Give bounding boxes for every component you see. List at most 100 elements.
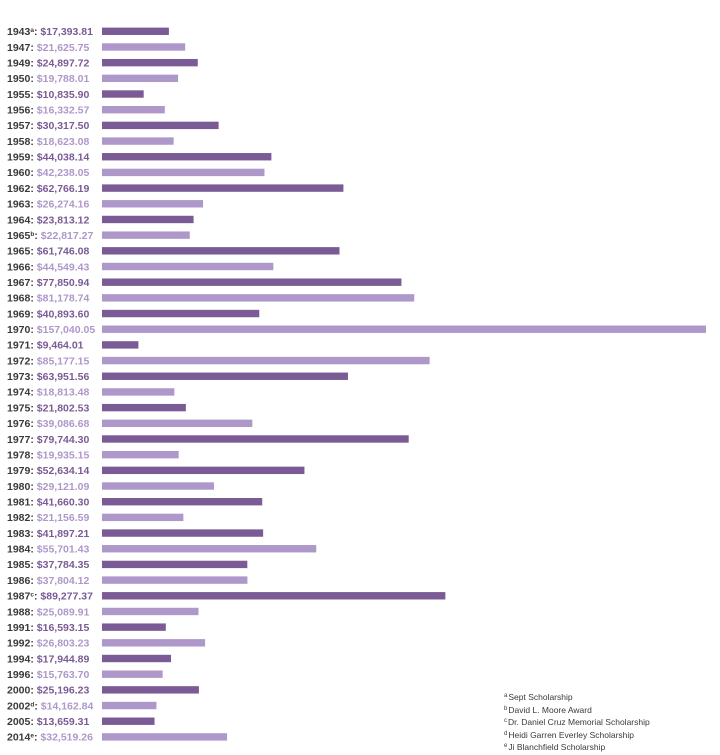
bar-row: 1986: $37,804.12: [7, 575, 248, 587]
amount-label: $19,935.15: [37, 449, 90, 461]
amount-label: $37,804.12: [37, 575, 90, 587]
colon: :: [30, 544, 36, 556]
colon: :: [30, 105, 36, 117]
year-label: 1992: [7, 638, 31, 650]
bar-label: 1976: $39,086.68: [7, 418, 89, 430]
bar: [102, 717, 155, 725]
bar-label: 2005: $13,659.31: [7, 716, 89, 728]
bar-row: 1980: $29,121.09: [7, 481, 214, 493]
colon: :: [30, 418, 36, 430]
amount-label: $61,746.08: [37, 246, 90, 258]
amount-label: $37,784.35: [37, 559, 90, 571]
bar: [102, 200, 204, 208]
bar: [102, 560, 248, 569]
bar-row: 1975: $21,802.53: [7, 402, 186, 414]
bar: [102, 27, 169, 35]
bar-row: 1967: $77,850.94: [7, 277, 402, 289]
bar: [102, 153, 272, 161]
amount-label: $79,744.30: [37, 434, 90, 446]
bar-label: 2002d: $14,162.84: [7, 700, 93, 712]
year-label: 1968: [7, 293, 31, 305]
year-label: 1984: [7, 544, 31, 556]
amount-label: $55,701.43: [37, 544, 90, 556]
legend-mark: d: [504, 730, 508, 737]
bar-row: 1988: $25,089.91: [7, 606, 199, 618]
amount-label: $9,464.01: [37, 340, 84, 352]
amount-label: $15,763.70: [37, 669, 90, 681]
colon: :: [30, 575, 36, 587]
bar-label: 1983: $41,897.21: [7, 528, 89, 540]
legend-text: Sept Scholarship: [508, 692, 573, 702]
bar-label: 1992: $26,803.23: [7, 638, 89, 650]
colon: :: [30, 42, 36, 54]
bar-label: 1956: $16,332.57: [7, 105, 89, 117]
bar: [102, 372, 348, 380]
bar-row: 1962: $62,766.19: [7, 183, 344, 195]
bar-row: 1987c: $89,277.37: [7, 591, 446, 603]
bar-row: 1960: $42,238.05: [7, 167, 265, 179]
amount-label: $42,238.05: [37, 167, 90, 179]
amount-label: $25,196.23: [37, 685, 90, 697]
bar: [102, 529, 264, 537]
colon: :: [30, 465, 36, 477]
bar: [102, 545, 317, 553]
colon: :: [30, 528, 36, 540]
footnote-mark: b: [30, 231, 34, 238]
bar-row: 1992: $26,803.23: [7, 638, 206, 650]
bar: [102, 388, 175, 396]
bar-label: 1966: $44,549.43: [7, 261, 89, 273]
legend-text: Ji Blanchfield Scholarship: [508, 742, 606, 753]
bar-row: 1965: $61,746.08: [7, 246, 340, 258]
bar-label: 1996: $15,763.70: [7, 669, 89, 681]
amount-label: $13,659.31: [37, 716, 90, 728]
colon: :: [30, 246, 36, 258]
footnote-mark: c: [30, 592, 34, 599]
bar-label: 1994: $17,944.89: [7, 653, 89, 665]
bar-row: 1959: $44,038.14: [7, 152, 272, 164]
bar: [102, 403, 186, 412]
bar: [102, 309, 260, 318]
colon: :: [34, 230, 40, 242]
colon: :: [30, 371, 36, 383]
bar-row: 1973: $63,951.56: [7, 371, 348, 383]
bar-label: 1965: $61,746.08: [7, 246, 89, 258]
year-label: 1988: [7, 606, 31, 618]
legend-item: dHeidi Garren Everley Scholarship: [504, 729, 714, 742]
year-label: 1978: [7, 449, 31, 461]
amount-label: $41,897.21: [37, 528, 90, 540]
bar-row: 1958: $18,623.08: [7, 136, 174, 148]
colon: :: [30, 199, 36, 211]
bar-label: 1972: $85,177.15: [7, 355, 89, 367]
bar-label: 1962: $62,766.19: [7, 183, 89, 195]
bar: [102, 686, 199, 694]
bar-row: 1994: $17,944.89: [7, 653, 172, 665]
bar-label: 1969: $40,893.60: [7, 308, 89, 320]
bar-label: 1958: $18,623.08: [7, 136, 89, 148]
bar-label: 1974: $18,813.48: [7, 387, 89, 399]
year-label: 1962: [7, 183, 31, 195]
footnote-mark: a: [30, 27, 34, 34]
year-label: 1985: [7, 559, 31, 571]
bar-label: 1980: $29,121.09: [7, 481, 89, 493]
year-label: 1967: [7, 277, 31, 289]
colon: :: [30, 324, 36, 336]
bar-row: 2002d: $14,162.84: [7, 700, 157, 712]
bar-row: 1955: $10,835.90: [7, 89, 144, 101]
bar-row: 1985: $37,784.35: [7, 559, 248, 571]
legend-item: eJi Blanchfield Scholarship: [504, 741, 714, 754]
colon: :: [30, 653, 36, 665]
amount-label: $63,951.56: [37, 371, 90, 383]
bar-row: 1956: $16,332.57: [7, 105, 165, 117]
bar-row: 1983: $41,897.21: [7, 528, 264, 540]
bar-label: 1964: $23,813.12: [7, 214, 89, 226]
amount-label: $62,766.19: [37, 183, 90, 195]
bar-label: 1960: $42,238.05: [7, 167, 89, 179]
bar: [102, 247, 340, 255]
colon: :: [30, 57, 36, 69]
bar-label: 1986: $37,804.12: [7, 575, 89, 587]
year-label: 1994: [7, 653, 31, 665]
year-label: 1965: [7, 246, 31, 258]
amount-label: $24,897.72: [37, 57, 90, 69]
bar-label: 2000: $25,196.23: [7, 685, 89, 697]
colon: :: [30, 449, 36, 461]
